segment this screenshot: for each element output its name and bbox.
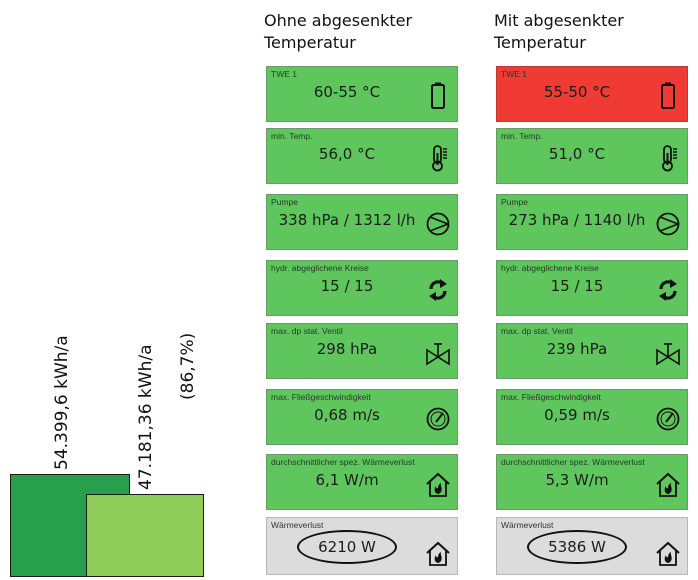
tile-value: 60-55 °C bbox=[313, 83, 381, 101]
tile-twe-1[interactable]: TWE 1 60-55 °C bbox=[266, 66, 458, 122]
refresh-icon bbox=[425, 275, 451, 305]
tile-value: 15 / 15 bbox=[320, 277, 374, 295]
house-fire-icon bbox=[425, 538, 451, 568]
tile-max-flie-geschwindigkeit[interactable]: max. Fließgeschwindigkeit 0,59 m/s bbox=[496, 389, 688, 445]
tile-max-dp-stat-ventil[interactable]: max. dp stat. Ventil 298 hPa bbox=[266, 323, 458, 379]
tile-label: max. dp stat. Ventil bbox=[271, 326, 343, 336]
tile-value: 56,0 °C bbox=[318, 145, 376, 163]
tile-label: Pumpe bbox=[501, 197, 528, 207]
tile-value: 5386 W bbox=[548, 538, 606, 556]
refresh-icon bbox=[655, 275, 681, 305]
highlight-ellipse bbox=[527, 530, 627, 564]
tile-pumpe[interactable]: Pumpe 338 hPa / 1312 l/h bbox=[266, 194, 458, 250]
tile-hydr-abgeglichene-kreise[interactable]: hydr. abgeglichene Kreise 15 / 15 bbox=[496, 260, 688, 316]
bar-with-lowered-temperature bbox=[86, 494, 204, 577]
bar-left-value-label: 54.399,6 kWh/a bbox=[52, 335, 72, 470]
pump-icon bbox=[655, 209, 681, 239]
tile-value: 0,68 m/s bbox=[314, 406, 380, 424]
tile-value: 273 hPa / 1140 l/h bbox=[508, 211, 646, 229]
tile-max-flie-geschwindigkeit[interactable]: max. Fließgeschwindigkeit 0,68 m/s bbox=[266, 389, 458, 445]
column-title-with-line2: Temperatur bbox=[494, 33, 586, 52]
tile-value: 15 / 15 bbox=[550, 277, 604, 295]
tile-durchschnittlicher-spez-w-rmeverlust[interactable]: durchschnittlicher spez. Wärmeverlust 6,1… bbox=[266, 454, 458, 510]
tile-hydr-abgeglichene-kreise[interactable]: hydr. abgeglichene Kreise 15 / 15 bbox=[266, 260, 458, 316]
gauge-icon bbox=[425, 404, 451, 434]
bar-right-value-label: 47.181,36 kWh/a bbox=[136, 344, 156, 491]
column-title-without-line2: Temperatur bbox=[264, 33, 356, 52]
tile-label: max. Fließgeschwindigkeit bbox=[271, 392, 371, 402]
tile-value: 6210 W bbox=[318, 538, 376, 556]
tile-label: hydr. abgeglichene Kreise bbox=[271, 263, 369, 273]
tile-value: 5,3 W/m bbox=[545, 471, 609, 489]
tile-twe-1[interactable]: TWE 1 55-50 °C bbox=[496, 66, 688, 122]
house-fire-icon bbox=[655, 469, 681, 499]
column-title-without-line1: Ohne abgesenkter bbox=[264, 11, 413, 30]
tile-label: durchschnittlicher spez. Wärmeverlust bbox=[501, 457, 645, 467]
tile-value: 239 hPa bbox=[546, 340, 608, 358]
tile-value: 6,1 W/m bbox=[315, 471, 379, 489]
tile-label: hydr. abgeglichene Kreise bbox=[501, 263, 599, 273]
pump-icon bbox=[425, 209, 451, 239]
tile-pumpe[interactable]: Pumpe 273 hPa / 1140 l/h bbox=[496, 194, 688, 250]
tile-label: durchschnittlicher spez. Wärmeverlust bbox=[271, 457, 415, 467]
tile-w-rmeverlust[interactable]: Wärmeverlust 5386 W bbox=[496, 517, 688, 575]
column-title-with: Mit abgesenkter Temperatur bbox=[494, 10, 624, 54]
tile-label: max. Fließgeschwindigkeit bbox=[501, 392, 601, 402]
battery-icon bbox=[655, 81, 681, 111]
tile-value: 298 hPa bbox=[316, 340, 378, 358]
column-title-with-line1: Mit abgesenkter bbox=[494, 11, 624, 30]
tile-durchschnittlicher-spez-w-rmeverlust[interactable]: durchschnittlicher spez. Wärmeverlust 5,3… bbox=[496, 454, 688, 510]
highlight-ellipse bbox=[297, 530, 397, 564]
tile-label: max. dp stat. Ventil bbox=[501, 326, 573, 336]
battery-icon bbox=[425, 81, 451, 111]
valve-icon bbox=[655, 338, 681, 368]
tile-label: Pumpe bbox=[271, 197, 298, 207]
thermometer-icon bbox=[655, 143, 681, 173]
tile-value: 55-50 °C bbox=[543, 83, 611, 101]
tile-label: Wärmeverlust bbox=[501, 520, 554, 530]
gauge-icon bbox=[655, 404, 681, 434]
tile-min-temp[interactable]: min. Temp. 56,0 °C bbox=[266, 128, 458, 184]
house-fire-icon bbox=[655, 538, 681, 568]
tile-label: TWE 1 bbox=[271, 69, 297, 79]
tile-max-dp-stat-ventil[interactable]: max. dp stat. Ventil 239 hPa bbox=[496, 323, 688, 379]
column-title-without: Ohne abgesenkter Temperatur bbox=[264, 10, 412, 54]
tile-value: 0,59 m/s bbox=[544, 406, 610, 424]
tile-label: TWE 1 bbox=[501, 69, 527, 79]
tile-value: 51,0 °C bbox=[548, 145, 606, 163]
bar-right-percent-label: (86,7%) bbox=[178, 332, 198, 400]
tile-label: min. Temp. bbox=[271, 131, 313, 141]
tile-min-temp[interactable]: min. Temp. 51,0 °C bbox=[496, 128, 688, 184]
tile-value: 338 hPa / 1312 l/h bbox=[278, 211, 416, 229]
tile-label: min. Temp. bbox=[501, 131, 543, 141]
house-fire-icon bbox=[425, 469, 451, 499]
thermometer-icon bbox=[425, 143, 451, 173]
tile-label: Wärmeverlust bbox=[271, 520, 324, 530]
tile-w-rmeverlust[interactable]: Wärmeverlust 6210 W bbox=[266, 517, 458, 575]
valve-icon bbox=[425, 338, 451, 368]
